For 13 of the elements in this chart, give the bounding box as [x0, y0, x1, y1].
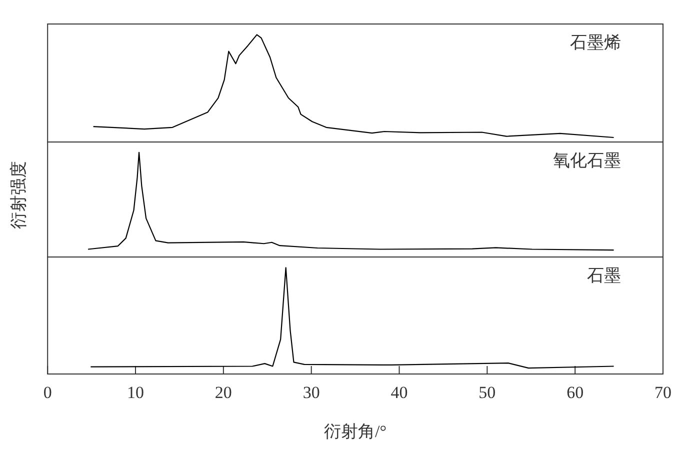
x-tick-label: 70: [654, 383, 672, 402]
y-axis-title: 衍射强度: [8, 161, 28, 229]
x-tick-label: 60: [566, 383, 584, 402]
x-tick-label: 10: [127, 383, 144, 402]
x-tick-label: 50: [478, 383, 496, 402]
x-tick-label: 20: [214, 383, 232, 402]
x-tick-label: 40: [390, 383, 408, 402]
text: 石墨: [587, 266, 621, 285]
x-axis-title: 衍射角/°: [324, 422, 387, 441]
x-tick-label: 0: [43, 383, 52, 402]
text: 氧化石墨: [553, 151, 621, 170]
x-tick-label: 30: [302, 383, 320, 402]
text: 石墨烯: [570, 33, 621, 52]
